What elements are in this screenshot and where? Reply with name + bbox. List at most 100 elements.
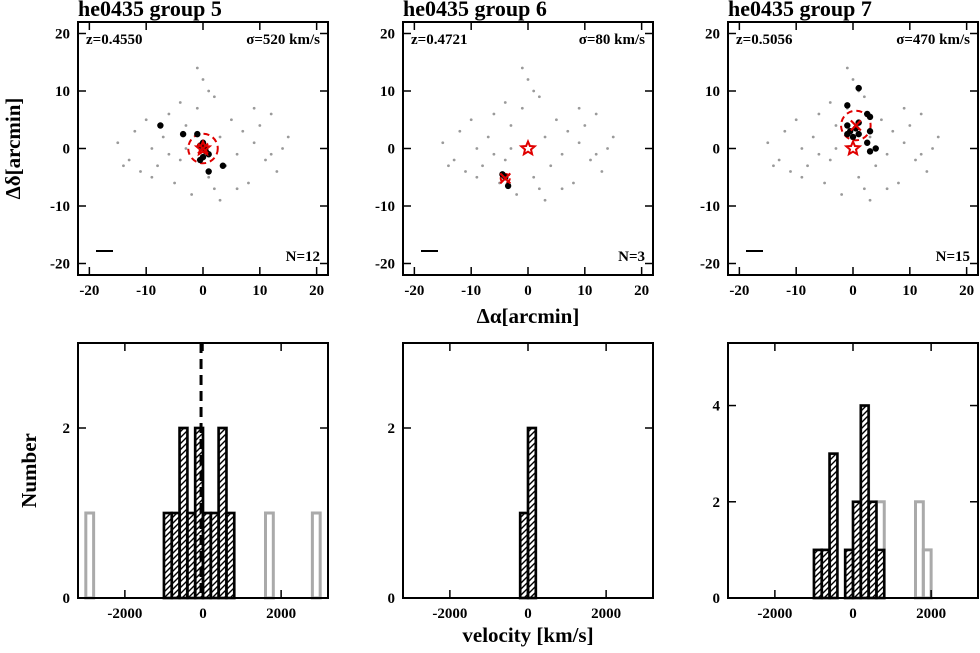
field-galaxy: [515, 193, 519, 196]
field-galaxy: [594, 152, 598, 156]
field-galaxy: [925, 170, 929, 173]
x-tick-label: 0: [524, 606, 532, 622]
field-galaxy: [469, 118, 473, 122]
x-tick-label: 0: [849, 606, 857, 622]
field-galaxy: [589, 158, 592, 162]
field-galaxy: [526, 78, 530, 81]
field-galaxy: [834, 147, 838, 150]
y-tick-label: -10: [375, 199, 395, 215]
y-tick-label: 0: [63, 591, 71, 607]
member-galaxy: [205, 168, 212, 175]
field-galaxy: [532, 175, 536, 179]
field-galaxy: [828, 101, 832, 104]
y-tick-label: 2: [713, 495, 721, 511]
field-galaxy: [241, 129, 245, 133]
y-tick-label: -20: [375, 257, 395, 273]
member-bar: [828, 452, 839, 600]
panel-title: he0435 group 6: [403, 0, 547, 21]
x-tick-label: -10: [786, 283, 806, 299]
field-galaxy: [828, 158, 832, 162]
field-galaxy: [269, 152, 273, 156]
x-tick-label: 10: [577, 283, 592, 299]
member-galaxy: [196, 156, 204, 164]
field-galaxy: [931, 147, 934, 150]
field-galaxy: [811, 135, 815, 139]
x-tick-label: 20: [959, 283, 974, 299]
y-axis-label: Δδ[arcmin]: [1, 98, 25, 200]
panel-title: he0435 group 7: [728, 0, 872, 21]
field-galaxy: [766, 141, 770, 145]
lens-star: [518, 138, 538, 157]
velocity-dispersion: σ=470 km/s: [896, 32, 970, 48]
x-tick-label: 0: [849, 283, 857, 299]
field-galaxy: [902, 141, 906, 145]
field-galaxy: [885, 187, 889, 191]
x-axis-label: Δα[arcmin]: [477, 304, 580, 328]
x-tick-label: 0: [199, 606, 207, 622]
redshift: z=0.4721: [411, 32, 467, 48]
field-galaxy: [269, 112, 273, 116]
y-tick-label: 0: [713, 591, 721, 607]
x-tick-label: 0: [524, 283, 532, 299]
member-galaxy: [855, 84, 862, 92]
x-tick-label: -10: [461, 283, 481, 299]
field-galaxy: [560, 152, 564, 156]
member-bar: [526, 426, 538, 600]
field-galaxy: [452, 158, 456, 162]
member-bar: [225, 511, 236, 600]
y-tick-label: 2: [63, 421, 71, 437]
field-galaxy: [868, 198, 872, 202]
y-tick-label: 20: [55, 27, 70, 43]
field-galaxy: [167, 112, 171, 116]
member-bar: [875, 548, 886, 600]
field-galaxy: [167, 152, 171, 156]
field-galaxy: [178, 158, 182, 162]
field-galaxy: [247, 181, 250, 185]
field-galaxy: [201, 78, 205, 81]
field-galaxy: [806, 164, 809, 168]
plot-frame: [727, 21, 979, 276]
field-galaxy: [611, 135, 615, 139]
field-galaxy: [281, 147, 284, 150]
field-galaxy: [543, 135, 547, 139]
x-tick-label: 0: [199, 283, 207, 299]
field-galaxy: [936, 135, 940, 139]
field-galaxy: [783, 129, 787, 133]
field-galaxy: [532, 89, 536, 93]
field-galaxy: [116, 141, 120, 145]
field-galaxy: [583, 124, 587, 127]
field-galaxy: [190, 193, 194, 196]
y-tick-label: -10: [700, 199, 720, 215]
field-galaxy: [794, 118, 798, 122]
field-galaxy: [195, 66, 199, 70]
field-galaxy: [503, 101, 507, 104]
field-galaxy: [144, 118, 148, 122]
member-count: N=3: [618, 249, 645, 265]
field-galaxy: [600, 170, 604, 173]
field-galaxy: [252, 106, 256, 110]
field-galaxy: [173, 181, 176, 185]
plot-frame: [77, 21, 329, 276]
field-galaxy: [874, 164, 878, 168]
x-tick-label: 10: [252, 283, 267, 299]
member-galaxy: [504, 182, 512, 190]
field-galaxy: [845, 66, 849, 70]
field-galaxy: [862, 95, 866, 99]
y-tick-label: 10: [380, 84, 395, 100]
x-tick-label: -10: [136, 283, 156, 299]
velocity-dispersion: σ=520 km/s: [246, 32, 320, 48]
lens-star: [193, 138, 213, 157]
redshift: z=0.4550: [86, 32, 142, 48]
field-galaxy: [606, 147, 609, 150]
field-galaxy: [503, 158, 507, 162]
x-tick-label: -2000: [757, 606, 792, 622]
x-axis-label: velocity [km/s]: [462, 623, 593, 647]
plot-frame: [77, 342, 329, 599]
y-tick-label: 10: [55, 84, 70, 100]
y-tick-label: 0: [388, 142, 396, 158]
field-galaxy: [834, 124, 838, 127]
x-tick-label: 2000: [266, 606, 296, 622]
field-galaxy: [235, 187, 239, 191]
field-galaxy: [122, 164, 125, 168]
field-galaxy: [207, 89, 211, 93]
